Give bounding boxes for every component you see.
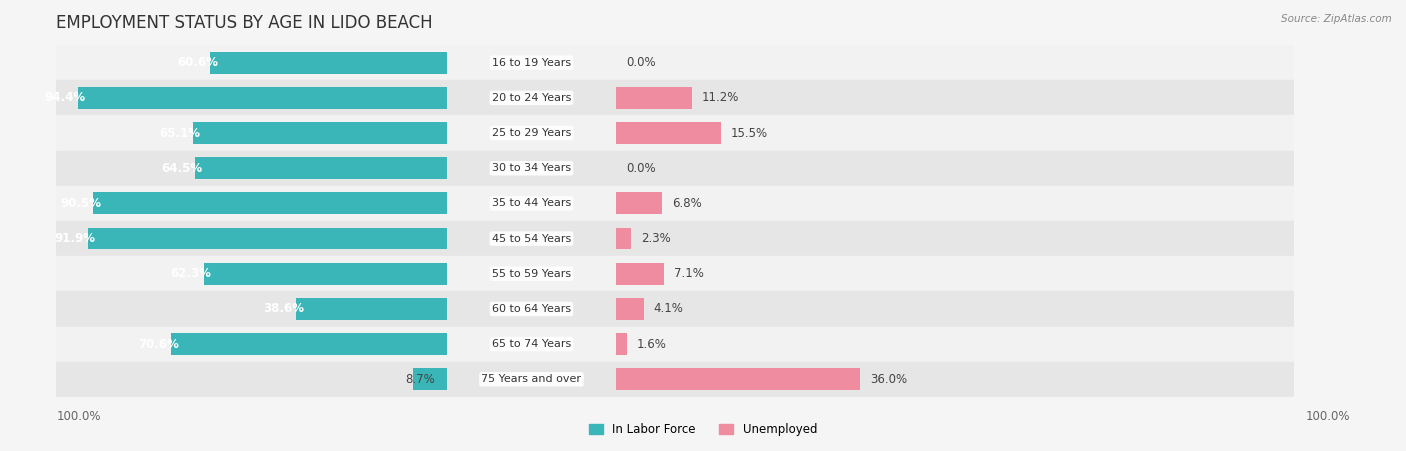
Bar [447,327,616,362]
Bar [616,151,1294,186]
Text: 94.4%: 94.4% [45,92,86,104]
Bar [193,122,447,144]
Bar [447,45,616,80]
Text: 60 to 64 Years: 60 to 64 Years [492,304,571,314]
Bar [56,256,447,291]
Text: 38.6%: 38.6% [263,303,304,315]
Bar [56,221,447,256]
Text: 15.5%: 15.5% [731,127,768,139]
Text: 35 to 44 Years: 35 to 44 Years [492,198,571,208]
Text: 100.0%: 100.0% [1305,410,1350,423]
Bar [93,193,447,214]
Text: 91.9%: 91.9% [55,232,96,245]
Bar [616,87,692,109]
Bar [56,151,447,186]
Bar [616,221,1294,256]
Text: 45 to 54 Years: 45 to 54 Years [492,234,571,244]
Bar [616,228,631,249]
Bar [616,263,664,285]
Text: 36.0%: 36.0% [870,373,907,386]
Bar [447,115,616,151]
Bar [56,327,447,362]
Bar [79,87,447,109]
Bar [616,291,1294,327]
Bar [211,52,447,74]
Text: 20 to 24 Years: 20 to 24 Years [492,93,571,103]
Bar [56,80,447,115]
Bar [616,256,1294,291]
Text: 0.0%: 0.0% [626,162,655,175]
Bar [616,368,860,390]
Text: 55 to 59 Years: 55 to 59 Years [492,269,571,279]
Text: 30 to 34 Years: 30 to 34 Years [492,163,571,173]
Text: 100.0%: 100.0% [56,410,101,423]
Bar [616,362,1294,397]
Bar [172,333,447,355]
Text: 4.1%: 4.1% [654,303,683,315]
Bar [447,80,616,115]
Legend: In Labor Force, Unemployed: In Labor Force, Unemployed [583,418,823,441]
Bar [616,122,721,144]
Bar [616,333,627,355]
Bar [413,368,447,390]
Bar [89,228,447,249]
Text: 60.6%: 60.6% [177,56,218,69]
Text: 1.6%: 1.6% [637,338,666,350]
Bar [297,298,447,320]
Text: 90.5%: 90.5% [60,197,101,210]
Bar [616,193,662,214]
Text: 70.6%: 70.6% [138,338,179,350]
Text: 8.7%: 8.7% [405,373,434,386]
Bar [447,362,616,397]
Bar [447,151,616,186]
Bar [56,115,447,151]
Bar [447,291,616,327]
Text: 64.5%: 64.5% [162,162,202,175]
Text: 75 Years and over: 75 Years and over [481,374,582,384]
Bar [56,362,447,397]
Bar [204,263,447,285]
Bar [616,298,644,320]
Bar [616,115,1294,151]
Text: 2.3%: 2.3% [641,232,671,245]
Text: 16 to 19 Years: 16 to 19 Years [492,58,571,68]
Text: 11.2%: 11.2% [702,92,740,104]
Bar [616,186,1294,221]
Text: EMPLOYMENT STATUS BY AGE IN LIDO BEACH: EMPLOYMENT STATUS BY AGE IN LIDO BEACH [56,14,433,32]
Text: 65 to 74 Years: 65 to 74 Years [492,339,571,349]
Bar [56,45,447,80]
Text: 25 to 29 Years: 25 to 29 Years [492,128,571,138]
Bar [447,186,616,221]
Text: 0.0%: 0.0% [626,56,655,69]
Bar [56,186,447,221]
Text: 65.1%: 65.1% [159,127,201,139]
Text: 62.3%: 62.3% [170,267,211,280]
Bar [616,45,1294,80]
Text: 6.8%: 6.8% [672,197,702,210]
Bar [616,80,1294,115]
Bar [447,256,616,291]
Bar [56,291,447,327]
Bar [195,157,447,179]
Text: Source: ZipAtlas.com: Source: ZipAtlas.com [1281,14,1392,23]
Text: 7.1%: 7.1% [673,267,704,280]
Bar [616,327,1294,362]
Bar [447,221,616,256]
